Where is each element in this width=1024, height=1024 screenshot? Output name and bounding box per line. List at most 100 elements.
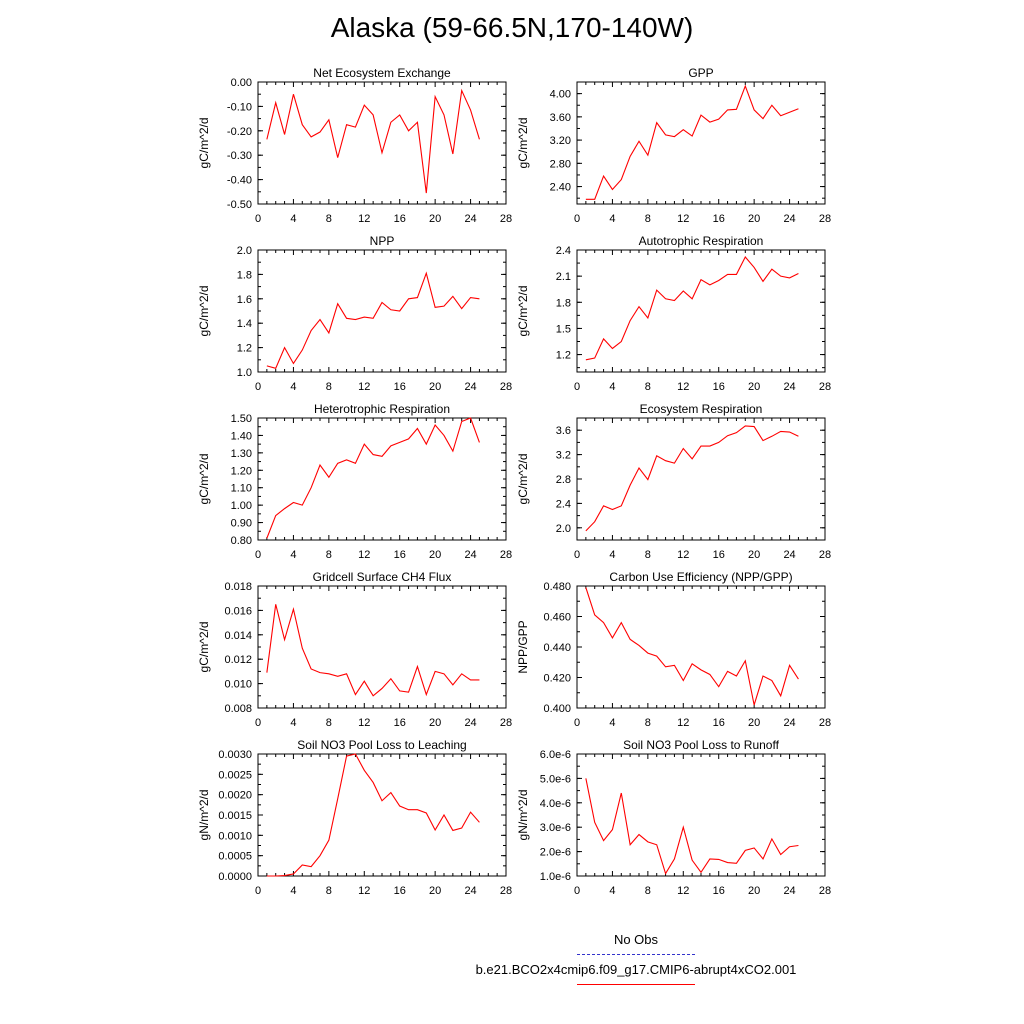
x-tick-label: 20 xyxy=(748,381,760,393)
legend-obs-line xyxy=(577,954,695,955)
y-tick-label: 2.40 xyxy=(550,182,571,194)
x-tick-label: 8 xyxy=(645,213,651,225)
y-axis-label: gC/m^2/d xyxy=(516,286,530,337)
x-tick-label: 4 xyxy=(290,885,296,897)
chart-title: Net Ecosystem Exchange xyxy=(313,66,451,80)
chart-title: Heterotrophic Respiration xyxy=(314,402,450,416)
x-tick-label: 0 xyxy=(574,717,580,729)
x-tick-label: 28 xyxy=(819,717,831,729)
plot-frame xyxy=(576,249,826,373)
x-tick-label: 12 xyxy=(358,717,370,729)
x-tick-label: 24 xyxy=(464,381,476,393)
y-tick-label: 0.00 xyxy=(231,77,252,89)
y-axis-label: gC/m^2/d xyxy=(516,454,530,505)
plot-frame xyxy=(257,249,507,373)
y-axis-label: gC/m^2/d xyxy=(197,118,211,169)
y-tick-label: 0.0015 xyxy=(218,810,252,822)
x-tick-label: 16 xyxy=(394,549,406,561)
x-tick-label: 28 xyxy=(500,213,512,225)
x-tick-label: 28 xyxy=(500,717,512,729)
x-tick-label: 28 xyxy=(500,885,512,897)
y-tick-label: 2.0 xyxy=(556,523,571,535)
x-tick-label: 4 xyxy=(609,549,615,561)
x-tick-label: 24 xyxy=(464,885,476,897)
y-tick-label: 0.012 xyxy=(224,654,252,666)
y-axis-label: NPP/GPP xyxy=(516,620,530,673)
y-tick-label: 2.4 xyxy=(556,498,571,510)
y-tick-label: 4.0e-6 xyxy=(540,798,571,810)
y-tick-label: 3.20 xyxy=(550,135,571,147)
x-tick-label: 16 xyxy=(713,381,725,393)
x-tick-label: 4 xyxy=(290,213,296,225)
y-tick-label: 0.018 xyxy=(224,581,252,593)
y-tick-label: 1.8 xyxy=(237,269,252,281)
x-tick-label: 0 xyxy=(255,549,261,561)
x-tick-label: 8 xyxy=(645,549,651,561)
series-line-0 xyxy=(266,417,480,539)
chart-panel-1: GPP gC/m^2/d 0 4 8 12 16 20 24 28 4.00 3.60 3.20 2.80… xyxy=(516,66,831,225)
x-tick-label: 8 xyxy=(326,549,332,561)
y-tick-label: -0.40 xyxy=(227,175,252,187)
x-tick-label: 20 xyxy=(748,717,760,729)
y-tick-label: 3.60 xyxy=(550,112,571,124)
y-tick-label: 1.20 xyxy=(231,465,252,477)
y-tick-label: 1.40 xyxy=(231,430,252,442)
y-tick-label: 0.016 xyxy=(224,605,252,617)
x-tick-label: 8 xyxy=(326,717,332,729)
x-tick-label: 28 xyxy=(500,549,512,561)
y-tick-label: 0.008 xyxy=(224,703,252,715)
x-tick-label: 20 xyxy=(748,549,760,561)
x-tick-label: 4 xyxy=(290,381,296,393)
chart-title: Gridcell Surface CH4 Flux xyxy=(313,570,452,584)
plot-frame xyxy=(576,81,826,205)
x-tick-label: 16 xyxy=(713,885,725,897)
chart-panel-9: Soil NO3 Pool Loss to Runoff gN/m^2/d 0 4 8 1… xyxy=(516,738,831,897)
y-tick-label: 1.6 xyxy=(237,294,252,306)
y-tick-label: 2.4 xyxy=(556,245,571,257)
x-tick-label: 28 xyxy=(819,381,831,393)
x-tick-label: 12 xyxy=(677,213,689,225)
x-tick-label: 16 xyxy=(713,549,725,561)
x-tick-label: 12 xyxy=(358,381,370,393)
x-tick-label: 8 xyxy=(326,885,332,897)
y-axis-label: gN/m^2/d xyxy=(516,790,530,841)
x-tick-label: 24 xyxy=(783,885,795,897)
chart-title: Ecosystem Respiration xyxy=(640,402,763,416)
y-tick-label: 0.0030 xyxy=(218,749,252,761)
y-tick-label: -0.30 xyxy=(227,150,252,162)
series-line-0 xyxy=(585,425,799,532)
y-tick-label: 0.014 xyxy=(224,630,252,642)
x-tick-label: 24 xyxy=(464,213,476,225)
x-tick-label: 12 xyxy=(358,213,370,225)
x-tick-label: 12 xyxy=(358,549,370,561)
x-tick-label: 28 xyxy=(500,381,512,393)
chart-title: NPP xyxy=(370,234,395,248)
x-tick-label: 0 xyxy=(255,885,261,897)
y-tick-label: 1.00 xyxy=(231,500,252,512)
chart-panel-6: Gridcell Surface CH4 Flux gC/m^2/d 0 4 8 12 16… xyxy=(197,570,512,729)
series-line-0 xyxy=(266,88,480,194)
x-tick-label: 20 xyxy=(429,885,441,897)
y-tick-label: 0.0020 xyxy=(218,790,252,802)
chart-panel-5: Ecosystem Respiration gC/m^2/d 0 4 8 12 16 20 24… xyxy=(516,402,831,561)
y-tick-label: 2.0e-6 xyxy=(540,847,571,859)
x-tick-label: 12 xyxy=(677,381,689,393)
series-line-0 xyxy=(266,271,480,369)
plot-frame xyxy=(257,417,507,541)
x-tick-label: 0 xyxy=(574,213,580,225)
series-line-0 xyxy=(585,778,799,875)
y-tick-label: 0.460 xyxy=(543,612,571,624)
y-tick-label: 4.00 xyxy=(550,89,571,101)
x-tick-label: 12 xyxy=(677,717,689,729)
x-tick-label: 12 xyxy=(358,885,370,897)
chart-title: Autotrophic Respiration xyxy=(639,234,764,248)
y-tick-label: 0.0025 xyxy=(218,769,252,781)
x-tick-label: 0 xyxy=(255,213,261,225)
x-tick-label: 16 xyxy=(394,885,406,897)
plot-frame xyxy=(576,753,826,877)
y-tick-label: 1.8 xyxy=(556,297,571,309)
x-tick-label: 28 xyxy=(819,549,831,561)
x-tick-label: 0 xyxy=(574,549,580,561)
chart-panel-0: Net Ecosystem Exchange gC/m^2/d 0 4 8 12 16 20 2… xyxy=(197,66,512,225)
y-tick-label: 0.0010 xyxy=(218,830,252,842)
